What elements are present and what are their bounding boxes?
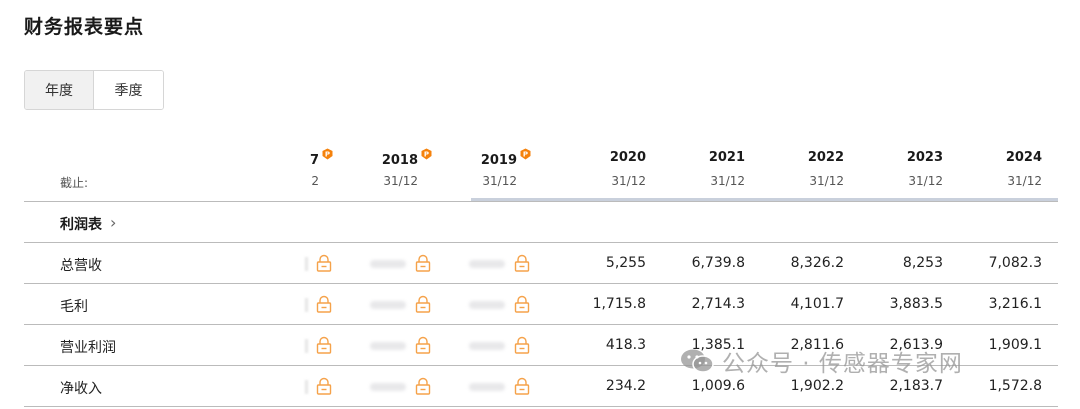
- row-label: 毛利: [60, 299, 88, 315]
- column-year: 2020: [609, 150, 646, 165]
- column-date: 31/12: [383, 174, 418, 188]
- column-header-2022: 2022 31/12: [808, 148, 844, 188]
- table-cell: 1,572.8: [988, 378, 1042, 394]
- income-statement-label[interactable]: 利润表: [60, 217, 102, 233]
- lock-icon[interactable]: [513, 336, 531, 354]
- income-statement-section[interactable]: 利润表 ›: [24, 202, 1058, 243]
- column-year: 7: [309, 153, 319, 168]
- premium-badge-icon: P: [520, 148, 531, 160]
- table-cell: 7,082.3: [988, 255, 1042, 271]
- column-header-2018: 2018 P 31/12: [382, 148, 432, 188]
- hidden-value: [469, 383, 505, 391]
- column-date: 31/12: [611, 174, 646, 188]
- table-row: 毛利 1,715.8 2,714.3 4,101.7 3,883.5 3,216.1: [24, 284, 1058, 325]
- premium-badge-icon: P: [322, 148, 333, 160]
- row-label: 净收入: [60, 381, 102, 397]
- chevron-right-icon[interactable]: ›: [110, 213, 117, 232]
- column-header-2020: 2020 31/12: [610, 148, 646, 188]
- premium-badge-icon: P: [421, 148, 432, 160]
- lock-icon[interactable]: [315, 254, 333, 272]
- table-cell: 1,902.2: [790, 378, 844, 394]
- hidden-value: [469, 301, 505, 309]
- column-header-2019: 2019 P 31/12: [481, 148, 531, 188]
- svg-text:P: P: [523, 151, 528, 159]
- table-cell: 1,385.1: [691, 337, 745, 353]
- table-cell: 3,883.5: [889, 296, 943, 312]
- period-end-label: 截止:: [60, 176, 89, 190]
- hidden-value: [370, 342, 406, 350]
- hidden-value: [469, 260, 505, 268]
- column-year: 2018: [381, 153, 418, 168]
- table-cell: 2,183.7: [889, 378, 943, 394]
- row-label: 营业利润: [60, 340, 116, 356]
- table-cell: 2,811.6: [790, 337, 844, 353]
- lock-icon[interactable]: [315, 295, 333, 313]
- column-year: 2019: [480, 153, 517, 168]
- lock-icon[interactable]: [414, 377, 432, 395]
- hidden-value: [469, 342, 505, 350]
- column-year: 2021: [708, 150, 745, 165]
- hidden-value: [305, 257, 308, 271]
- page-title: 财务报表要点: [24, 16, 145, 38]
- column-date: 31/12: [908, 174, 943, 188]
- column-year: 2022: [807, 150, 844, 165]
- hidden-value: [370, 383, 406, 391]
- table-row: 营业利润 418.3 1,385.1 2,811.6 2,613.9 1,909.1: [24, 325, 1058, 366]
- svg-text:P: P: [424, 151, 429, 159]
- table-cell: 1,909.1: [988, 337, 1042, 353]
- column-header-2023: 2023 31/12: [907, 148, 943, 188]
- table-cell: 418.3: [605, 337, 646, 353]
- table-cell: 234.2: [605, 378, 646, 394]
- period-toggle: 年度 季度: [24, 70, 164, 110]
- column-date: 31/12: [809, 174, 844, 188]
- hidden-value: [370, 301, 406, 309]
- lock-icon[interactable]: [315, 377, 333, 395]
- table-cell: 6,739.8: [691, 255, 745, 271]
- quarterly-tab[interactable]: 季度: [94, 71, 163, 109]
- table-row: 净收入 234.2 1,009.6 1,902.2 2,183.7 1,572.8: [24, 366, 1058, 407]
- lock-icon[interactable]: [513, 377, 531, 395]
- column-date: 31/12: [1007, 174, 1042, 188]
- table-cell: 8,326.2: [790, 255, 844, 271]
- table-header: 截止: 7 P 2 2018 P 31/12 2019 P 31/12 2020 31/12 2021…: [24, 148, 1058, 202]
- column-header-2021: 2021 31/12: [709, 148, 745, 188]
- table-cell: 5,255: [605, 255, 646, 271]
- hidden-value: [305, 339, 308, 353]
- svg-text:P: P: [325, 151, 330, 159]
- column-date: 31/12: [710, 174, 745, 188]
- table-cell: 1,715.8: [592, 296, 646, 312]
- header-divider: [24, 201, 1058, 202]
- hidden-value: [370, 260, 406, 268]
- hidden-value: [305, 298, 308, 312]
- table-cell: 8,253: [902, 255, 943, 271]
- table-cell: 3,216.1: [988, 296, 1042, 312]
- lock-icon[interactable]: [414, 295, 432, 313]
- column-header-2024: 2024 31/12: [1006, 148, 1042, 188]
- lock-icon[interactable]: [513, 295, 531, 313]
- lock-icon[interactable]: [315, 336, 333, 354]
- column-year: 2024: [1005, 150, 1042, 165]
- lock-icon[interactable]: [414, 336, 432, 354]
- lock-icon[interactable]: [414, 254, 432, 272]
- column-year: 2023: [906, 150, 943, 165]
- column-date: 2: [311, 174, 319, 188]
- table-row: 总营收 5,255 6,739.8 8,326.2 8,253 7,082.3: [24, 243, 1058, 284]
- hidden-value: [305, 380, 308, 394]
- table-cell: 2,714.3: [691, 296, 745, 312]
- row-label: 总营收: [60, 258, 102, 274]
- table-cell: 4,101.7: [790, 296, 844, 312]
- annual-tab[interactable]: 年度: [25, 71, 94, 109]
- column-date: 31/12: [482, 174, 517, 188]
- table-cell: 2,613.9: [889, 337, 943, 353]
- header-scroll-indicator: [471, 198, 1058, 201]
- lock-icon[interactable]: [513, 254, 531, 272]
- table-cell: 1,009.6: [691, 378, 745, 394]
